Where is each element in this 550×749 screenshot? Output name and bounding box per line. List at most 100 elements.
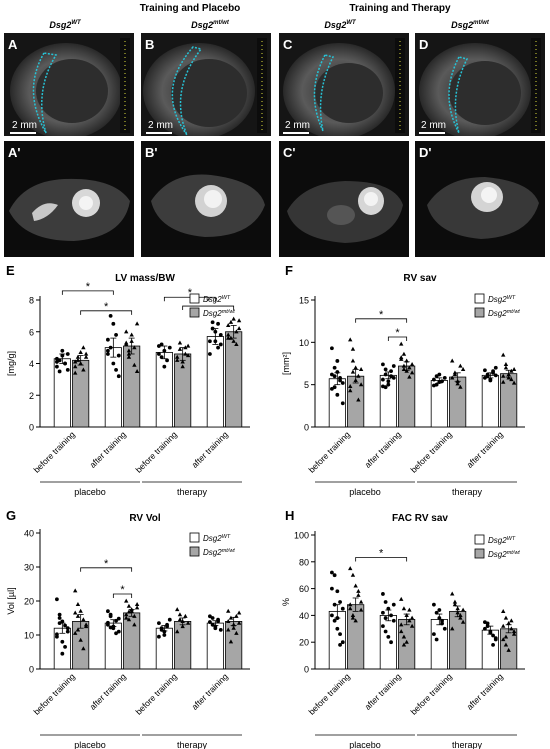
data-point	[488, 378, 493, 383]
chart-letter-f: F	[285, 263, 293, 278]
bar	[225, 331, 243, 428]
y-tick-label: 6	[29, 327, 34, 337]
data-point	[491, 369, 495, 374]
data-point	[458, 615, 463, 620]
data-point	[509, 368, 514, 373]
data-point	[210, 616, 215, 620]
data-point	[350, 613, 356, 617]
genotype-label-d: Dsg2mt/wt	[451, 20, 489, 30]
data-point	[114, 631, 118, 636]
data-point	[389, 613, 393, 618]
group-label: therapy	[177, 740, 208, 749]
data-point	[503, 642, 509, 647]
data-point	[460, 607, 466, 612]
data-point	[348, 566, 353, 571]
bar	[379, 615, 397, 670]
data-point	[511, 631, 517, 636]
x-tick-label: before training	[133, 429, 179, 475]
data-point	[73, 610, 78, 615]
mri-image-d	[415, 141, 545, 257]
data-point	[383, 372, 388, 377]
y-tick-label: 20	[24, 597, 34, 607]
data-point	[404, 368, 409, 373]
data-point	[57, 369, 62, 374]
data-point	[210, 320, 215, 325]
data-point	[162, 633, 167, 637]
data-point	[126, 354, 132, 359]
data-point	[208, 339, 212, 344]
data-point	[450, 626, 455, 631]
data-point	[83, 354, 89, 359]
significance-bracket	[182, 305, 235, 311]
data-point	[340, 606, 345, 611]
bar	[206, 336, 224, 428]
legend-label-mt: Dsg2mt/wt	[203, 309, 235, 318]
echo-image-d-art	[415, 33, 545, 136]
data-point	[218, 333, 223, 337]
scale-bar-b	[146, 132, 172, 134]
mri-image-a	[4, 141, 134, 257]
data-point	[506, 621, 511, 626]
data-point	[63, 623, 67, 628]
data-point	[335, 589, 340, 594]
data-point	[162, 364, 167, 369]
data-point	[218, 628, 223, 632]
data-point	[73, 370, 78, 375]
x-tick-label: after training	[362, 429, 403, 470]
bar	[104, 347, 122, 428]
y-axis-label: [mm²]	[281, 352, 291, 375]
x-tick-label: before training	[306, 671, 352, 717]
legend-swatch-mt	[189, 307, 200, 318]
data-point	[450, 375, 455, 380]
echo-panel-letter-c: C	[283, 37, 293, 52]
x-tick-label: before training	[31, 429, 77, 475]
data-point	[432, 602, 436, 607]
chart-title: FAC RV sav	[392, 513, 448, 524]
data-point	[106, 337, 110, 342]
data-point	[503, 615, 509, 620]
data-point	[55, 632, 59, 637]
data-point	[335, 359, 340, 363]
data-point	[401, 363, 407, 368]
y-tick-label: 4	[29, 359, 34, 369]
data-point	[389, 374, 393, 379]
data-point	[485, 621, 490, 626]
data-point	[116, 353, 121, 358]
data-point	[350, 346, 356, 351]
data-point	[180, 364, 185, 369]
data-point	[452, 599, 458, 604]
y-tick-label: 15	[299, 296, 309, 306]
data-point	[358, 367, 364, 372]
data-point	[409, 361, 415, 366]
mri-image-b	[141, 141, 271, 257]
data-point	[114, 367, 118, 372]
y-tick-label: 0	[29, 665, 34, 675]
legend-swatch-wt	[189, 293, 200, 304]
mri-image-d-art	[427, 177, 539, 239]
data-point	[55, 364, 59, 369]
mri-panel-letter-a: A'	[8, 145, 21, 160]
data-point	[157, 634, 161, 639]
data-point	[432, 632, 436, 637]
data-point	[511, 629, 517, 634]
legend-swatch-wt	[189, 532, 200, 543]
data-point	[332, 573, 337, 578]
bar	[155, 351, 173, 428]
data-point	[509, 626, 514, 631]
data-point	[231, 625, 236, 630]
data-point	[65, 629, 70, 634]
data-point	[228, 639, 234, 644]
scale-label-a: 2 mm	[12, 120, 37, 131]
data-point	[483, 375, 487, 380]
data-point	[175, 607, 180, 612]
y-tick-label: 0	[304, 423, 309, 433]
legend-label-mt: Dsg2mt/wt	[488, 550, 520, 559]
data-point	[404, 639, 409, 644]
data-point	[129, 607, 134, 612]
data-point	[407, 618, 412, 623]
significance-star: *	[395, 327, 400, 339]
data-point	[503, 361, 509, 366]
data-point	[126, 617, 132, 622]
group-label: therapy	[452, 487, 483, 497]
data-point	[386, 379, 391, 384]
